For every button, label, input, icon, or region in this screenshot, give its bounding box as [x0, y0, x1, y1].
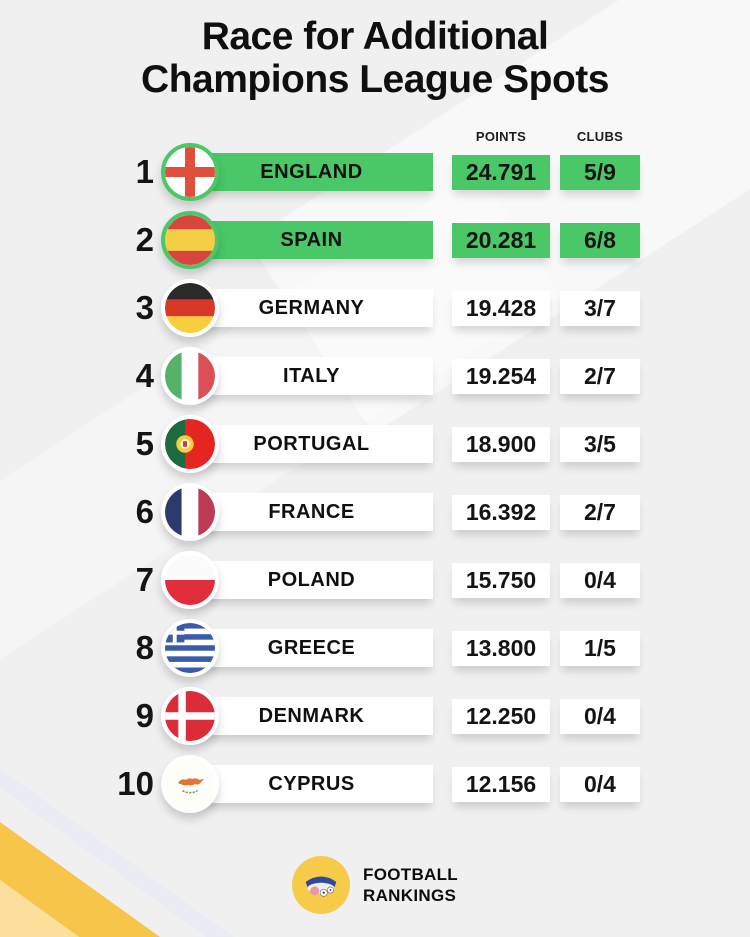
- rank-number: 10: [117, 765, 154, 802]
- rank-number: 3: [135, 289, 154, 326]
- table-row: 3 GERMANY 19.428 3/7: [0, 274, 750, 342]
- page-title-line2: Champions League Spots: [141, 57, 609, 101]
- rankings-list: 1 ENGLAND 24.791 5/9 2 SPAIN 20.281 6/8 …: [0, 138, 750, 818]
- country-name: DENMARK: [190, 697, 433, 735]
- clubs-value: 0/4: [560, 563, 640, 598]
- points-value: 24.791: [452, 155, 550, 190]
- stadium-illustration-icon: [305, 876, 337, 897]
- clubs-value: 6/8: [560, 223, 640, 258]
- points-value: 15.750: [452, 563, 550, 598]
- clubs-value: 2/7: [560, 495, 640, 530]
- clubs-value: 5/9: [560, 155, 640, 190]
- page-title: Race for Additional Champions League Spo…: [0, 15, 750, 102]
- rank-number: 5: [135, 425, 154, 462]
- page-title-line1: Race for Additional: [201, 15, 549, 58]
- points-value: 13.800: [452, 631, 550, 666]
- flag-poland: [161, 551, 219, 609]
- table-row: 6 FRANCE 16.392 2/7: [0, 478, 750, 546]
- football-rankings-logo-icon: [292, 856, 351, 914]
- clubs-value: 3/7: [560, 291, 640, 326]
- country-name: GREECE: [190, 629, 433, 667]
- footer-brand-line1: FOOTBALL: [363, 864, 458, 884]
- table-row: 8 GREECE 13.800 1/5: [0, 614, 750, 682]
- country-name: FRANCE: [190, 493, 433, 531]
- footer-brand-line2: RANKINGS: [363, 886, 457, 905]
- rank-number: 6: [135, 493, 154, 530]
- flag-greece: [161, 619, 219, 677]
- clubs-value: 3/5: [560, 427, 640, 462]
- clubs-value: 0/4: [560, 767, 640, 802]
- table-row: 5 PORTUGAL 18.900 3/5: [0, 410, 750, 478]
- flag-france: [161, 483, 219, 541]
- points-value: 12.250: [452, 699, 550, 734]
- flag-cyprus: [161, 755, 219, 813]
- clubs-value: 0/4: [560, 699, 640, 734]
- rank-number: 7: [135, 561, 154, 598]
- points-value: 18.900: [452, 427, 550, 462]
- table-row: 2 SPAIN 20.281 6/8: [0, 206, 750, 274]
- column-header-points: POINTS: [475, 129, 527, 144]
- country-name: POLAND: [190, 561, 433, 599]
- rank-number: 1: [135, 153, 154, 190]
- country-name: CYPRUS: [190, 765, 433, 803]
- flag-denmark: [161, 687, 219, 745]
- points-value: 19.428: [452, 291, 550, 326]
- points-value: 20.281: [452, 223, 550, 258]
- flag-italy: [161, 347, 219, 405]
- column-header-clubs: CLUBS: [576, 129, 624, 144]
- table-row: 4 ITALY 19.254 2/7: [0, 342, 750, 410]
- table-row: 9 DENMARK 12.250 0/4: [0, 682, 750, 750]
- country-name: PORTUGAL: [190, 425, 433, 463]
- flag-spain: [161, 211, 219, 269]
- footer-brand: FOOTBALL RANKINGS: [0, 856, 750, 914]
- flag-germany: [161, 279, 219, 337]
- country-name: ITALY: [190, 357, 433, 395]
- country-name: GERMANY: [190, 289, 433, 327]
- points-value: 19.254: [452, 359, 550, 394]
- rank-number: 8: [135, 629, 154, 666]
- points-value: 12.156: [452, 767, 550, 802]
- table-row: 10 CYPRUS 12.156 0/4: [0, 750, 750, 818]
- flag-england: [161, 143, 219, 201]
- country-name: SPAIN: [190, 221, 433, 259]
- table-row: 1 ENGLAND 24.791 5/9: [0, 138, 750, 206]
- rank-number: 9: [135, 697, 154, 734]
- clubs-value: 1/5: [560, 631, 640, 666]
- rank-number: 4: [135, 357, 154, 394]
- country-name: ENGLAND: [190, 153, 433, 191]
- clubs-value: 2/7: [560, 359, 640, 394]
- footer-brand-text: FOOTBALL RANKINGS: [363, 864, 458, 907]
- points-value: 16.392: [452, 495, 550, 530]
- rank-number: 2: [135, 221, 154, 258]
- table-row: 7 POLAND 15.750 0/4: [0, 546, 750, 614]
- flag-portugal: [161, 415, 219, 473]
